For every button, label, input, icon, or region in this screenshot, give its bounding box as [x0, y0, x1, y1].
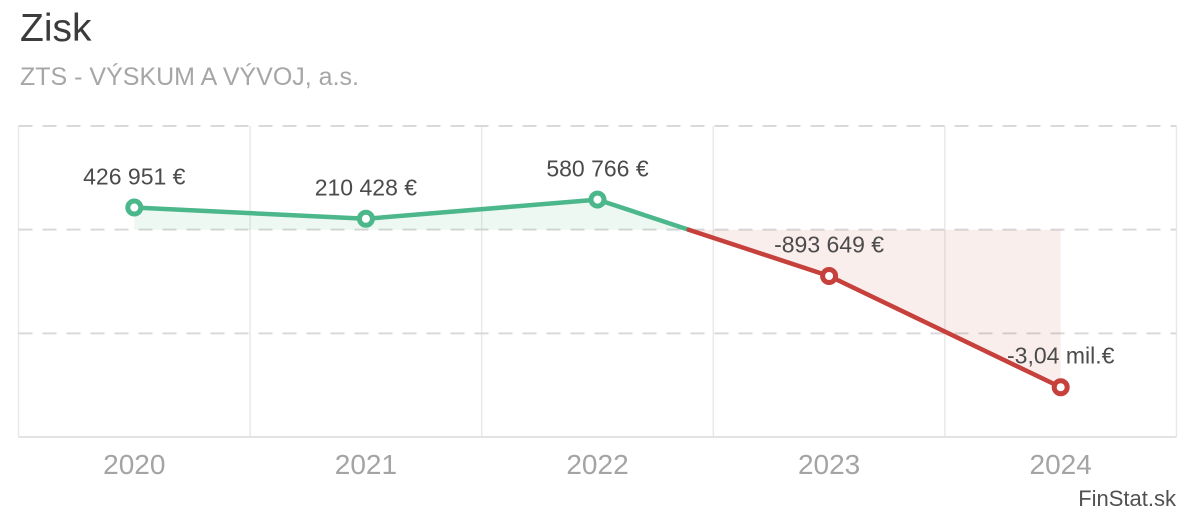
finstat-watermark-link[interactable]: FinStat.sk [1078, 486, 1176, 511]
value-label-2022: 580 766 € [546, 155, 649, 182]
chart-title: Zisk [20, 7, 92, 50]
x-axis-label-2024: 2024 [1029, 449, 1092, 480]
company-name-subtitle: ZTS - VÝSKUM A VÝVOJ, a.s. [20, 63, 359, 91]
positive-line-segment [132, 197, 691, 232]
data-point-marker-2021[interactable] [356, 209, 375, 228]
value-label-2023: -893 649 € [774, 231, 885, 258]
x-axis-label-2021: 2021 [334, 449, 398, 480]
positive-area-fill [134, 199, 689, 230]
data-point-marker-2024[interactable] [1051, 378, 1070, 397]
data-point-marker-2020[interactable] [125, 198, 144, 217]
negative-area-fill [688, 229, 1061, 388]
x-axis-label-2023: 2023 [797, 449, 861, 480]
data-point-marker-2023[interactable] [820, 266, 839, 285]
value-label-2021: 210 428 € [314, 174, 418, 201]
x-axis-label-2022: 2022 [566, 449, 629, 480]
data-point-marker-2022[interactable] [588, 190, 607, 209]
x-axis-label-2020: 2020 [103, 449, 166, 480]
value-label-2020: 426 951 € [83, 163, 186, 190]
value-label-2024: -3,04 mil.€ [1007, 342, 1115, 369]
